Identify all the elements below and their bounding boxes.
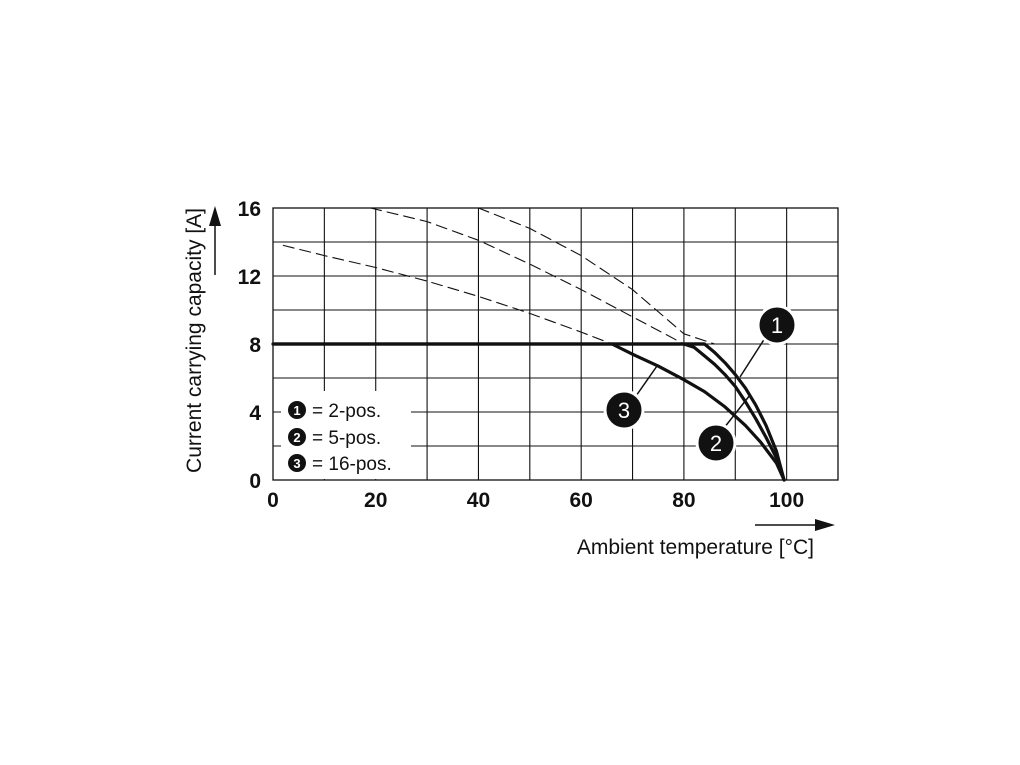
series-line-1 (271, 342, 786, 482)
y-tick-label: 16 (238, 198, 261, 221)
series-line-2 (682, 342, 786, 482)
curves (271, 207, 786, 482)
x-axis-arrow (755, 519, 835, 531)
callout-2-leader (723, 394, 751, 429)
y-tick-label: 4 (249, 402, 261, 425)
legend-badge-2 (288, 428, 306, 446)
legend-label-2: = 5-pos. (312, 428, 381, 449)
y-axis-arrow (209, 206, 221, 275)
x-tick-label: 60 (570, 489, 593, 512)
legend-badge-number-3: 3 (293, 456, 300, 471)
callout-1-leader (739, 337, 766, 378)
x-tick-label: 0 (267, 489, 279, 512)
y-tick-label: 8 (249, 334, 261, 357)
series-line-3-extrapolated (282, 244, 613, 345)
legend-entry-2: 2 = 5-pos. (288, 428, 381, 449)
callout-1-number: 1 (771, 313, 783, 338)
legend-badge-3 (288, 454, 306, 472)
callout-3-badge (603, 389, 645, 431)
legend-entry-3: 3 = 16-pos. (288, 454, 392, 475)
legend-badge-number-2: 2 (293, 430, 300, 445)
legend-badge-1 (288, 401, 306, 419)
legend: 1 = 2-pos. 2 = 5-pos. 3 = 16-pos. (281, 391, 411, 479)
x-axis-label: Ambient temperature [°C] (577, 536, 814, 559)
series-line-2-extrapolated (370, 207, 685, 345)
x-tick-label: 20 (364, 489, 387, 512)
x-tick-label: 80 (672, 489, 695, 512)
callout-1-badge (756, 304, 798, 346)
callout-2-badge (695, 422, 737, 464)
callout-3-number: 3 (618, 398, 630, 423)
legend-label-3: = 16-pos. (312, 454, 392, 475)
series-line-3 (610, 342, 786, 482)
callout-2: 2 (695, 394, 751, 464)
x-tick-label: 40 (467, 489, 490, 512)
legend-badge-number-1: 1 (293, 403, 300, 418)
y-tick-label: 12 (238, 266, 261, 289)
callout-3: 3 (603, 365, 658, 431)
legend-entry-1: 1 = 2-pos. (288, 401, 381, 422)
legend-label-1: = 2-pos. (312, 401, 381, 422)
y-tick-label: 0 (249, 470, 261, 493)
y-axis-label: Current carrying capacity [A] (183, 208, 206, 473)
callout-3-leader (635, 365, 658, 397)
callout-2-number: 2 (710, 431, 722, 456)
series-line-1-extrapolated (477, 207, 716, 345)
x-tick-label: 100 (769, 489, 804, 512)
callout-1: 1 (739, 304, 798, 378)
